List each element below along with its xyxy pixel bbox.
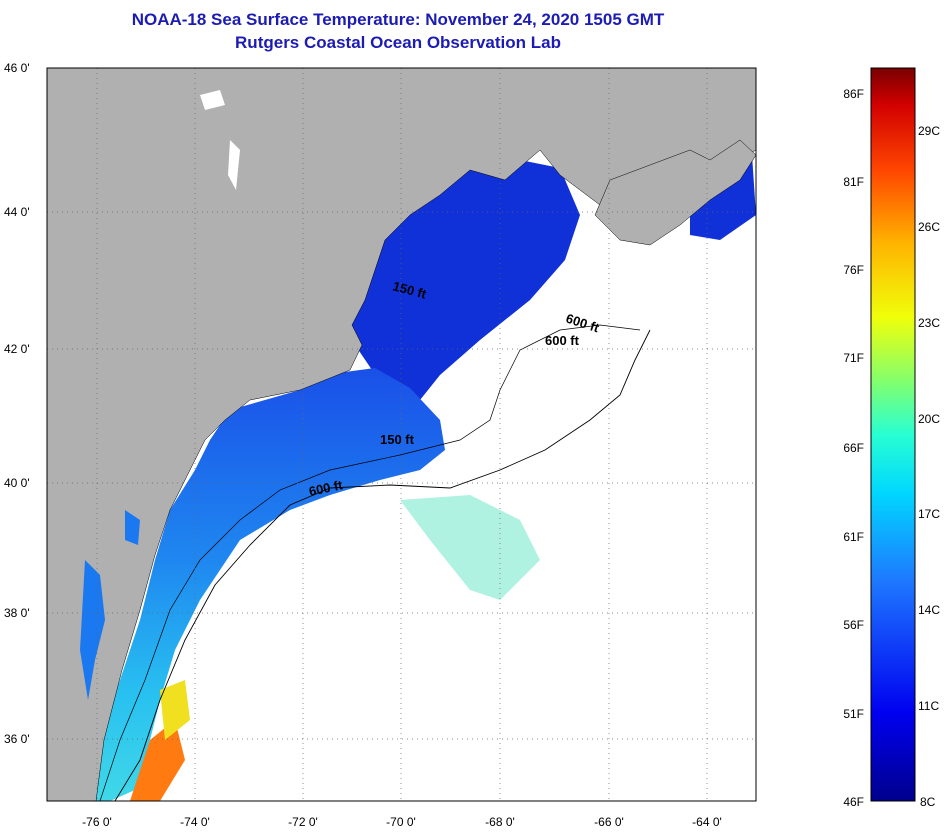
map-title: NOAA-18 Sea Surface Temperature: Novembe… xyxy=(131,10,665,29)
map-frame xyxy=(46,67,757,802)
delaware-bay xyxy=(125,510,140,545)
colorbar-c-label: 26C xyxy=(918,220,940,234)
lon-label: -72 0' xyxy=(288,815,318,829)
contour-150ft xyxy=(99,324,641,801)
slope-water-scatter xyxy=(400,495,540,600)
colorbar-c-label: 29C xyxy=(918,124,940,138)
contour-label: 600 ft xyxy=(545,333,580,348)
lat-label: 38 0' xyxy=(4,606,30,620)
warm-water-patch xyxy=(160,680,190,740)
lat-label: 42 0' xyxy=(4,342,30,356)
colorbar-f-label: 66F xyxy=(843,441,864,455)
lon-label: -66 0' xyxy=(594,815,624,829)
lon-label: -76 0' xyxy=(82,815,112,829)
gulf-stream-warm-water xyxy=(130,720,185,801)
colorbar-f-label: 51F xyxy=(843,707,864,721)
colorbar-c-label: 17C xyxy=(918,507,940,521)
colorbar-f-label: 71F xyxy=(843,351,864,365)
lon-label: -68 0' xyxy=(485,815,515,829)
lon-label: -74 0' xyxy=(180,815,210,829)
temperature-colorbar xyxy=(870,67,916,802)
lat-label: 44 0' xyxy=(4,205,30,219)
lake xyxy=(228,140,240,190)
colorbar-f-label: 61F xyxy=(843,530,864,544)
lat-label: 46 0' xyxy=(4,61,30,75)
colorbar-c-label: 8C xyxy=(920,795,936,809)
graticule xyxy=(47,68,756,801)
contour-600ft xyxy=(114,329,651,801)
colorbar-f-label: 56F xyxy=(843,618,864,632)
chesapeake-bay xyxy=(80,560,105,700)
colorbar-f-label: 86F xyxy=(843,87,864,101)
contour-label: 600 ft xyxy=(308,477,345,499)
colorbar-c-label: 11C xyxy=(918,699,939,713)
nova-scotia xyxy=(594,139,756,246)
map-subtitle: Rutgers Coastal Ocean Observation Lab xyxy=(235,33,561,52)
lat-label: 40 0' xyxy=(4,476,30,490)
colorbar-c-label: 14C xyxy=(918,603,940,617)
shelf-water xyxy=(95,368,445,801)
colorbar-c-label: 20C xyxy=(918,412,940,426)
colorbar-f-label: 81F xyxy=(843,175,864,189)
colorbar-c-label: 23C xyxy=(918,316,940,330)
lat-label: 36 0' xyxy=(4,732,30,746)
contour-label: 150 ft xyxy=(380,432,415,447)
colorbar-f-label: 76F xyxy=(843,263,864,277)
map-area xyxy=(47,68,756,801)
lon-label: -64 0' xyxy=(692,815,722,829)
lake xyxy=(200,90,225,110)
colorbar-f-label: 46F xyxy=(843,795,864,809)
lon-label: -70 0' xyxy=(386,815,416,829)
